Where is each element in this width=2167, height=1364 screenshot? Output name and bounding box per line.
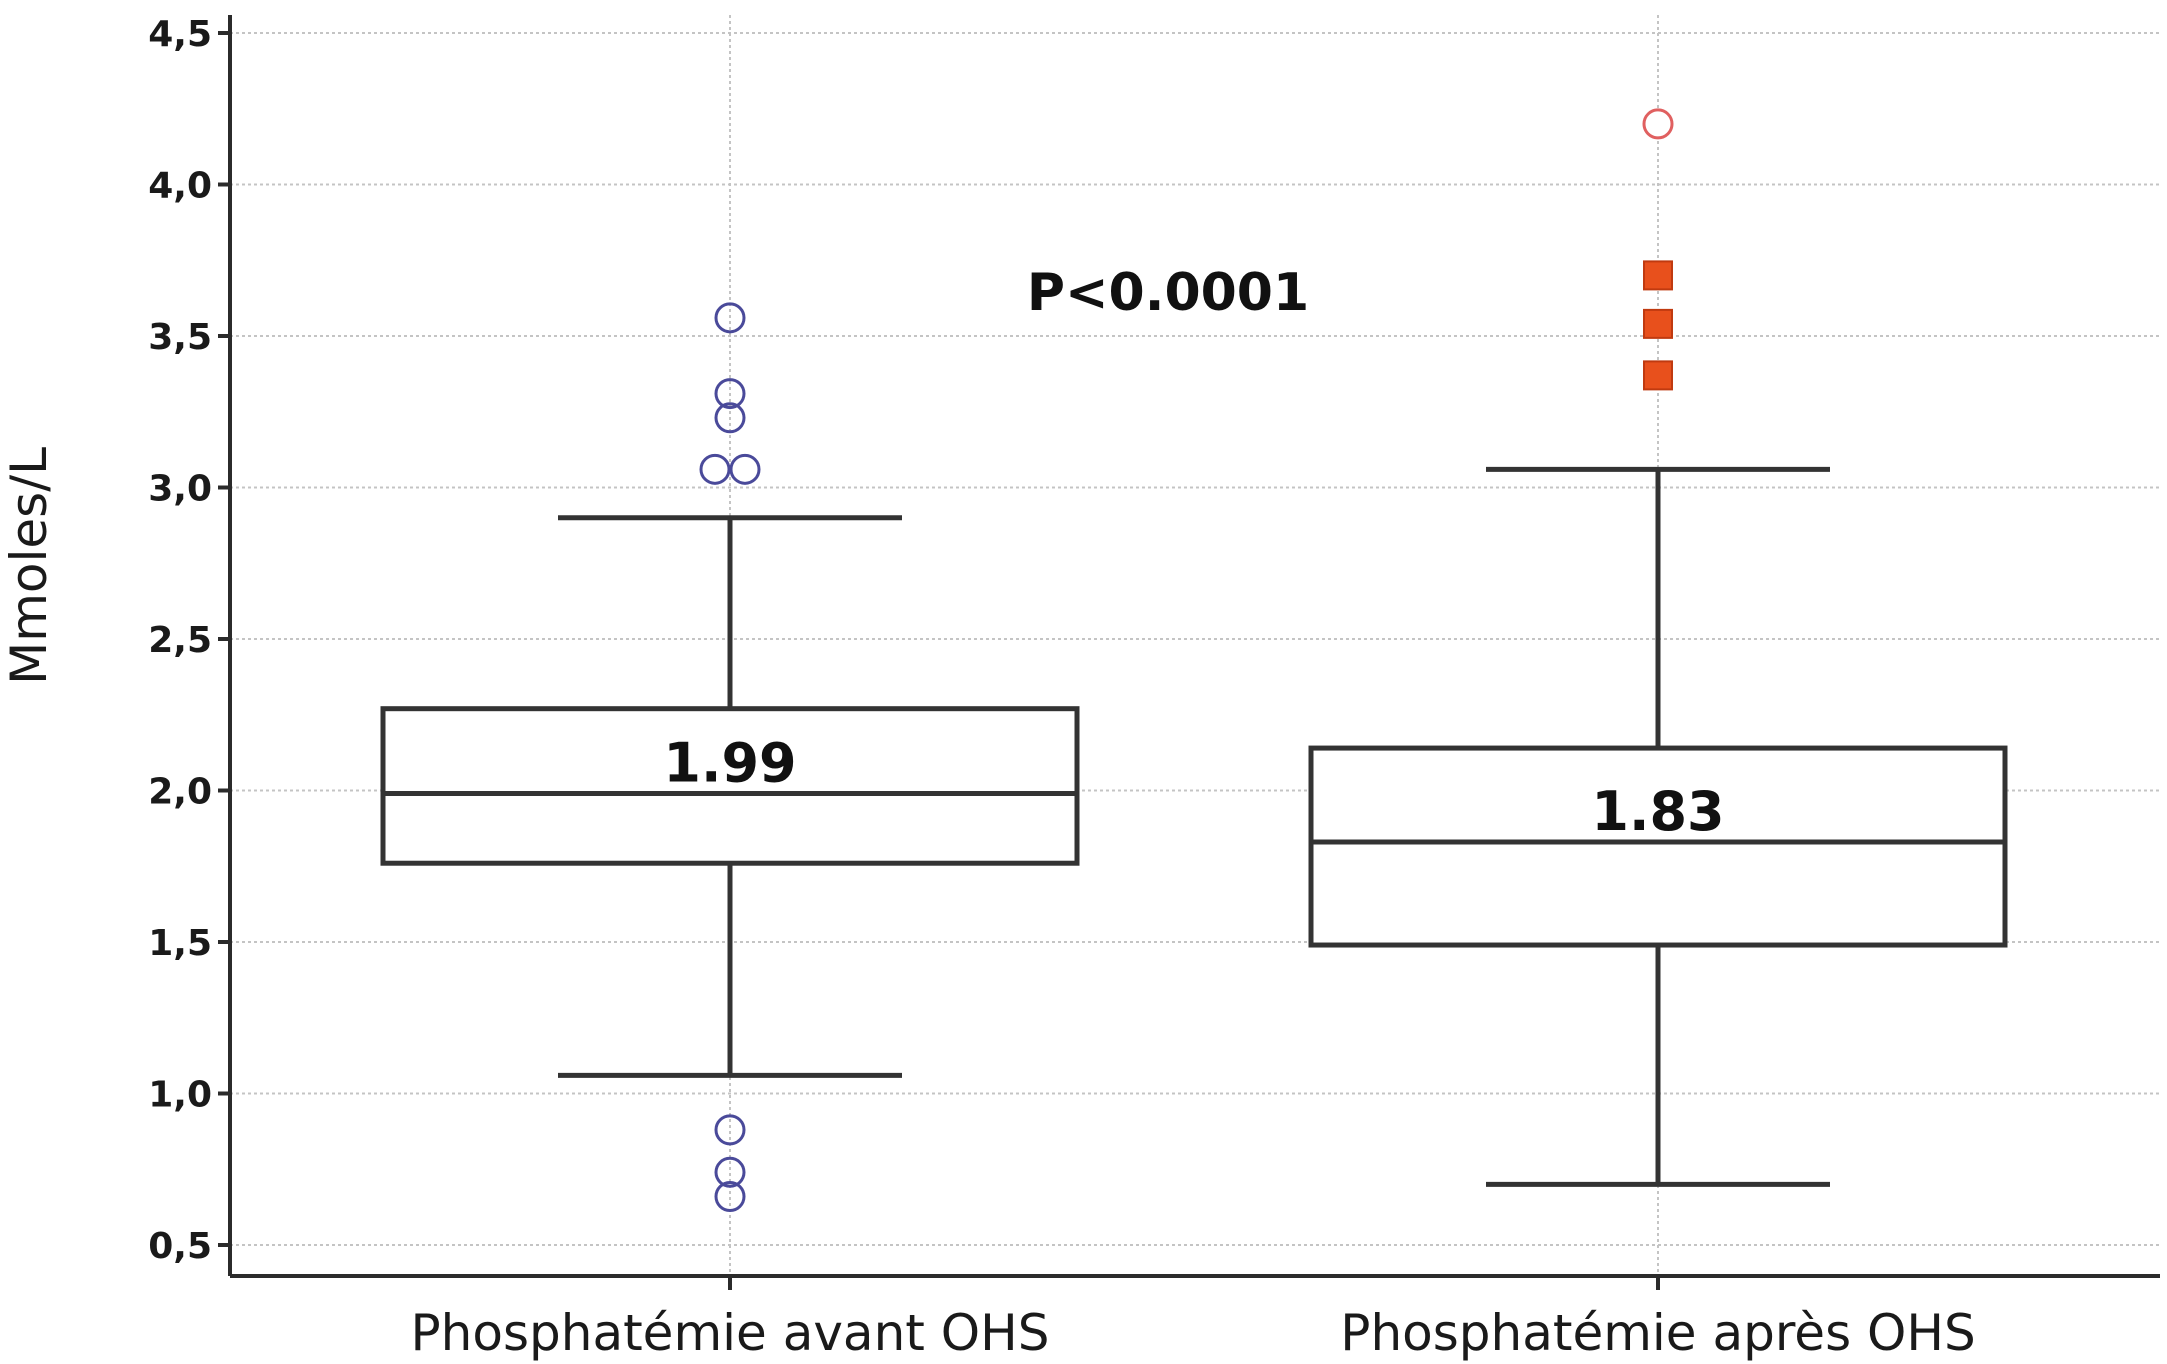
y-tick-label: 4,5 [148,14,212,55]
y-tick-label: 0,5 [148,1226,212,1267]
p-value-annotation: P<0.0001 [1027,263,1309,323]
y-tick-label: 2,0 [148,772,212,813]
outlier-point [714,1114,746,1146]
outlier-point [714,378,746,410]
outlier-point [1643,260,1673,291]
outlier-point [714,1156,746,1188]
y-tick-label: 1,0 [148,1075,212,1116]
y-tick-label: 3,0 [148,469,212,510]
iqr-box [380,706,1080,866]
axes: 0,5 1,0 1,5 2,0 2,5 3,0 3,5 4,0 4,5 Phosphatémie … [148,14,2160,1362]
iqr-box [1308,745,2008,948]
box-group-2: 1.83 [1308,108,2008,1187]
outlier-point [1643,308,1673,339]
outlier-point [1642,108,1674,140]
box-group-1: 1.99 [380,302,1080,1213]
outlier-point [699,453,731,485]
x-category-label: Phosphatémie après OHS [1340,1304,1975,1362]
outlier-point [714,302,746,334]
median-value-label: 1.99 [663,732,796,795]
x-category-label: Phosphatémie avant OHS [411,1304,1050,1362]
outlier-point [714,402,746,434]
boxes: 1.99 1.83 [380,108,2008,1213]
y-tick-label: 4,0 [148,166,212,207]
median-value-label: 1.83 [1591,780,1724,843]
outlier-point [729,453,761,485]
y-tick-label: 1,5 [148,923,212,964]
y-tick-label: 2,5 [148,620,212,661]
outlier-point [714,1181,746,1213]
y-tick-label: 3,5 [148,317,212,358]
outlier-point [1643,360,1673,391]
y-axis-label: Mmoles/L [0,447,58,685]
grid-lines [230,15,2160,1276]
labels: Mmoles/L P<0.0001 [0,263,1309,685]
